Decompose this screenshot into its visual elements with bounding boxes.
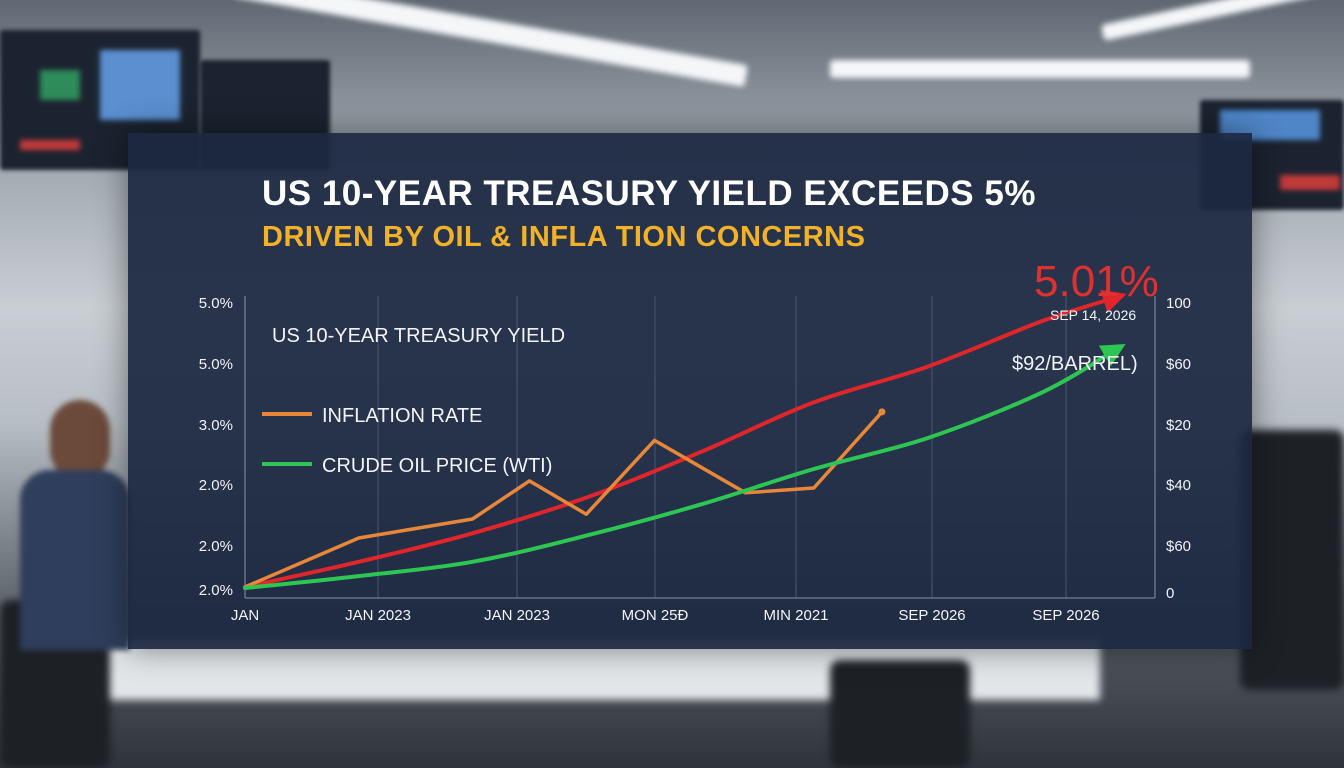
x-tick-label: JAN 2023: [484, 607, 550, 624]
x-tick-label: JAN 2023: [345, 607, 411, 624]
left-y-tick-label: 5.0%: [199, 295, 233, 312]
chart-subtitle: DRIVEN BY OIL & INFLA TION CONCERNS: [262, 221, 866, 253]
person: [20, 400, 130, 650]
x-tick-label: SEP 2026: [898, 607, 965, 624]
left-y-tick-label: 2.0%: [199, 582, 233, 599]
right-y-tick-label: $60: [1166, 538, 1191, 555]
right-y-tick-label: $60: [1166, 356, 1191, 373]
legend-label-inflation: INFLATION RATE: [322, 405, 482, 427]
series-layer: [243, 289, 1127, 590]
left-y-tick-label: 2.0%: [199, 477, 233, 494]
x-tick-label: JAN: [231, 607, 259, 624]
x-tick-label: MIN 2021: [763, 607, 828, 624]
grid-lines: [377, 296, 1067, 598]
wall-monitor: [0, 30, 200, 170]
chair: [830, 660, 970, 768]
right-y-tick-label: 0: [1166, 585, 1174, 602]
left-y-tick-label: 3.0%: [199, 417, 233, 434]
ceiling-light: [830, 60, 1250, 78]
series-line-oil: [243, 343, 1126, 590]
left-y-tick-label: 5.0%: [199, 356, 233, 373]
legend-label-oil: CRUDE OIL PRICE (WTI): [322, 455, 552, 477]
chair: [1240, 430, 1344, 690]
right-y-tick-label: 100: [1166, 295, 1191, 312]
yield-callout-date: SEP 14, 2026: [1050, 307, 1136, 323]
yield-callout-value: 5.01%: [1034, 257, 1159, 306]
chart-title: US 10-YEAR TREASURY YIELD EXCEEDS 5%: [262, 174, 1036, 213]
series-line-treasury: [243, 289, 1127, 589]
inflation-end-point: [878, 408, 886, 416]
tick-layer: JAN JAN 2023 JAN 2023 MON 25Ð MIN 2021 SEP 20…: [199, 295, 1191, 624]
x-tick-label: MON 25Ð: [622, 607, 689, 624]
x-tick-label: SEP 2026: [1032, 607, 1099, 624]
chart-panel: [128, 133, 1252, 649]
right-y-tick-label: $20: [1166, 417, 1191, 434]
series-line-inflation: [243, 410, 884, 589]
left-y-tick-label: 2.0%: [199, 538, 233, 555]
right-y-tick-label: $40: [1166, 477, 1191, 494]
legend-label-treasury: US 10-YEAR TREASURY YIELD: [272, 325, 565, 347]
oil-callout-value: $92/BARREL): [1012, 353, 1138, 375]
